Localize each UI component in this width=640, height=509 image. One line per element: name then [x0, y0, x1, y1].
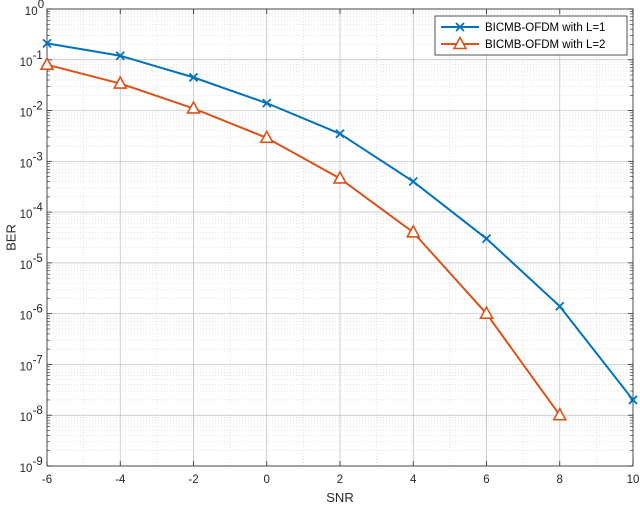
series-1 [42, 38, 638, 405]
marker-stroke [115, 51, 125, 61]
x-tick-label: 2 [337, 474, 343, 486]
minor-grid [47, 9, 633, 466]
series-2-line [46, 63, 561, 416]
legend-box [434, 15, 628, 56]
y-tick-exponent: -4 [33, 202, 44, 214]
marker-stroke [628, 395, 638, 405]
legend-entry: BICMB-OFDM with L=2 [441, 35, 605, 51]
series-1-point [188, 72, 199, 83]
x-tick-label: 8 [557, 474, 563, 486]
y-tick-exponent: -8 [33, 405, 43, 417]
marker-stroke [555, 301, 565, 311]
marker-stroke [335, 129, 345, 139]
series-1-point [335, 129, 345, 139]
series-1-point [628, 395, 638, 405]
legend-label: BICMB-OFDM with L=2 [485, 39, 605, 51]
y-tick-exponent: -2 [33, 101, 43, 113]
legend-label: BICMB-OFDM with L=1 [485, 22, 605, 34]
y-tick-label: 10 [20, 412, 33, 424]
x-tick-label: -6 [42, 474, 52, 486]
y-tick-label: 10 [20, 158, 33, 170]
x-tick-label: 0 [264, 474, 270, 486]
marker-stroke [455, 22, 465, 32]
series-2-point [332, 170, 348, 184]
series-1-point [408, 176, 418, 187]
x-tick-label: 6 [483, 474, 489, 486]
marker-stroke [481, 234, 492, 244]
series-2-point [186, 100, 201, 114]
series-1-point [42, 38, 52, 49]
series-2-point [479, 305, 494, 319]
series-1-point [555, 301, 565, 311]
legend-marker [452, 35, 468, 50]
series-2-point [552, 407, 568, 421]
y-tick-label: 10 [20, 260, 33, 272]
x-axis-title: SNR [326, 490, 353, 505]
y-tick-label: 10 [20, 57, 33, 69]
y-tick-label: 10 [20, 108, 33, 120]
series-1-point [481, 234, 492, 244]
y-tick-exponent: -1 [33, 50, 43, 62]
series-2 [39, 56, 568, 421]
legend-entry: BICMB-OFDM with L=1 [441, 22, 605, 34]
legend: BICMB-OFDM with L=1 BICMB-OFDM with L=2 [434, 15, 628, 56]
y-tick-label: 10 [20, 361, 33, 373]
y-tick-label: 10 [20, 311, 33, 323]
marker-stroke [188, 72, 199, 83]
y-tick-label: 10 [20, 209, 33, 221]
series-layer [39, 38, 638, 421]
y-tick-label: 10 [25, 6, 38, 18]
x-tick-label: -2 [188, 474, 198, 486]
x-tick-label: 10 [627, 474, 640, 486]
series-2-point [405, 224, 421, 238]
series-2-point [259, 129, 275, 144]
marker-stroke [42, 38, 52, 49]
series-1-point [262, 98, 272, 108]
marker-stroke [408, 176, 418, 187]
y-tick-exponent: -9 [33, 456, 43, 468]
series-1-point [115, 51, 125, 61]
x-tick-label: -4 [115, 474, 126, 486]
y-tick-exponent: -7 [33, 354, 43, 366]
y-tick-exponent: -6 [33, 304, 43, 316]
x-tick-labels: -6 -4 -2 0 2 4 6 8 10 [42, 474, 640, 486]
series-2-point [112, 75, 128, 89]
y-axis-title: BER [3, 224, 18, 251]
legend-marker [455, 22, 465, 32]
x-tick-label: 4 [410, 474, 417, 486]
series-2-point [39, 56, 55, 70]
marker-stroke [262, 98, 272, 108]
y-tick-exponent: 0 [38, 0, 44, 11]
y-tick-label: 10 [20, 463, 33, 475]
y-tick-exponent: -5 [33, 253, 43, 265]
y-tick-exponent: -3 [33, 151, 43, 163]
